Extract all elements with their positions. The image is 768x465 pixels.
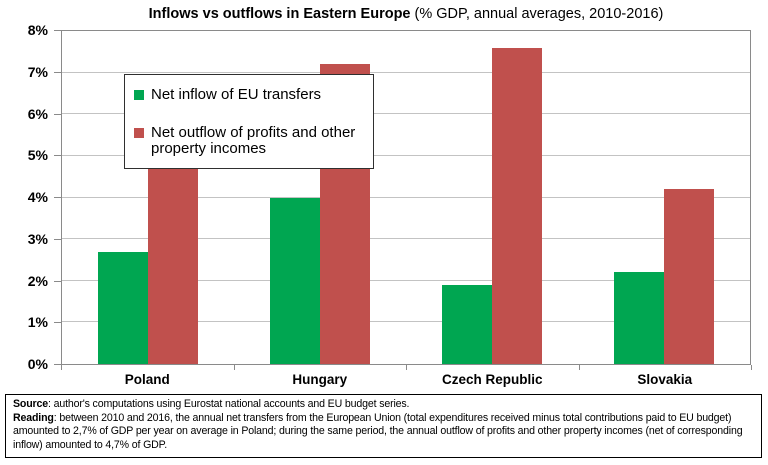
y-axis-label: 7% (27, 63, 48, 80)
source-note-box: Source: author's computations using Euro… (5, 394, 762, 458)
y-tick (54, 280, 61, 282)
plot-area: Net inflow of EU transfers Net outflow o… (61, 30, 751, 365)
bar-outflow-czech-republic (492, 47, 542, 364)
x-axis-label: Hungary (292, 372, 348, 387)
bar-inflow-slovakia (614, 272, 664, 364)
outflow-color-swatch-icon (134, 127, 144, 138)
y-tick (54, 155, 61, 157)
x-tick (233, 365, 235, 370)
category-group (406, 31, 578, 364)
y-axis-label: 0% (27, 356, 48, 372)
legend-item-inflow: Net inflow of EU transfers (134, 86, 363, 104)
category-group (62, 31, 234, 364)
chart-title-main: Inflows vs outflows in Eastern Europe (148, 6, 411, 22)
x-tick (61, 365, 62, 370)
gridline (62, 196, 750, 198)
chart-title: Inflows vs outflows in Eastern Europe (%… (61, 6, 751, 22)
x-tick (751, 365, 752, 370)
legend-item-outflow: Net outflow of profits and other propert… (134, 123, 363, 158)
source-text: : author's computations using Eurostat n… (48, 398, 410, 410)
y-tick (54, 30, 61, 31)
gridline (62, 113, 750, 115)
source-line: Source: author's computations using Euro… (13, 398, 754, 412)
reading-text: : between 2010 and 2016, the annual net … (13, 411, 743, 451)
y-axis-label: 2% (27, 272, 48, 289)
x-axis-label: Slovakia (637, 372, 693, 387)
bar-inflow-hungary (270, 197, 320, 364)
y-tick (54, 322, 61, 324)
y-axis-label: 6% (27, 105, 48, 122)
y-tick (54, 71, 61, 73)
bar-inflow-poland (98, 251, 148, 364)
gridline (62, 279, 750, 281)
y-axis-label: 3% (27, 230, 48, 247)
inflow-color-swatch-icon (134, 90, 144, 100)
chart-title-subtitle: (% GDP, annual averages, 2010-2016) (410, 6, 664, 22)
legend-label-inflow: Net inflow of EU transfers (151, 86, 322, 103)
x-tick (406, 365, 407, 370)
y-axis-label: 8% (27, 22, 48, 38)
x-axis-label: Czech Republic (441, 372, 543, 387)
y-axis-label: 5% (27, 147, 48, 164)
reading-line: Reading: between 2010 and 2016, the annu… (13, 412, 754, 453)
gridline (62, 238, 750, 240)
reading-label: Reading (13, 411, 54, 424)
gridline (62, 321, 750, 323)
y-axis-label: 1% (27, 314, 48, 331)
gridline (62, 154, 750, 156)
y-tick (54, 113, 61, 115)
bar-outflow-slovakia (664, 189, 714, 364)
category-group (578, 31, 750, 364)
y-tick (54, 364, 61, 365)
y-axis-label: 4% (27, 189, 48, 205)
x-axis-label: Poland (124, 372, 170, 387)
y-tick (54, 197, 61, 198)
bar-outflow-poland (148, 168, 198, 364)
x-tick (578, 365, 580, 370)
y-tick (54, 238, 61, 240)
bar-inflow-czech-republic (442, 284, 492, 364)
source-label: Source (13, 398, 49, 410)
legend: Net inflow of EU transfers Net outflow o… (124, 74, 374, 169)
gridline (62, 71, 750, 73)
legend-label-outflow: Net outflow of profits and other propert… (151, 123, 356, 157)
